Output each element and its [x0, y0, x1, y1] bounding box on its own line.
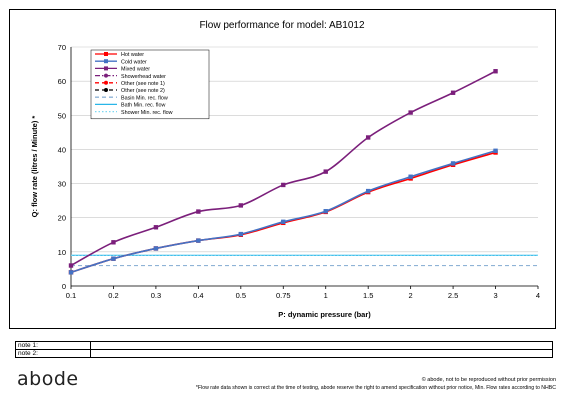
data-point-mixed-water — [68, 263, 74, 268]
x-tick-label: 0.1 — [66, 291, 76, 300]
legend-label: Other (see note 1) — [121, 81, 165, 87]
legend-marker — [104, 59, 108, 64]
y-tick-label: 30 — [58, 180, 66, 189]
data-point-mixed-water — [365, 135, 371, 140]
note-2-value — [90, 349, 553, 358]
notes-row: note 2: — [15, 349, 553, 358]
data-point-cold-water — [281, 219, 286, 225]
legend-marker — [104, 88, 108, 92]
x-tick-label: 0.3 — [151, 291, 161, 300]
y-tick-label: 20 — [58, 214, 66, 223]
legend-label: Cold water — [121, 59, 147, 65]
x-tick-label: 2 — [409, 291, 413, 300]
series-line-cold-water — [70, 150, 496, 274]
x-tick-label: 1 — [324, 291, 328, 300]
y-tick-label: 40 — [58, 145, 66, 154]
legend-label: Basin Min. rec. flow — [121, 95, 168, 101]
legend-label: Other (see note 2) — [121, 88, 165, 94]
data-point-cold-water — [323, 209, 328, 214]
flow-chart: Flow performance for model: AB1012 0 10 20 3… — [30, 20, 540, 319]
legend-label: Showerhead water — [121, 74, 166, 80]
x-tick-label: 3 — [493, 291, 497, 300]
data-point-mixed-water — [153, 225, 159, 230]
y-tick-label: 60 — [58, 77, 66, 86]
y-tick-label: 10 — [58, 248, 66, 257]
y-tick-label: 70 — [58, 43, 66, 52]
x-tick-label: 1.5 — [363, 291, 373, 300]
x-tick-label: 0.75 — [276, 291, 291, 300]
legend-marker — [104, 73, 108, 78]
data-point-cold-water — [196, 238, 201, 243]
disclaimer-text: *Flow rate data shown is correct at the … — [195, 385, 556, 391]
abode-logo: abode — [17, 368, 79, 390]
legend-label: Mixed water — [121, 67, 150, 73]
data-point-mixed-water — [281, 182, 286, 188]
x-tick-label: 0.4 — [193, 291, 203, 300]
notes-table: note 1: note 2: — [15, 341, 553, 358]
data-point-mixed-water — [323, 169, 328, 174]
x-axis-label: P: dynamic pressure (bar) — [278, 310, 371, 319]
x-tick-label: 4 — [536, 291, 540, 300]
legend-label: Shower Min. rec. flow — [121, 110, 173, 116]
note-2-label: note 2: — [15, 349, 91, 358]
data-point-cold-water — [153, 246, 159, 251]
data-point-mixed-water — [111, 240, 116, 245]
x-tick-label: 2.5 — [448, 291, 458, 300]
legend-label: Bath Min. rec. flow — [121, 103, 165, 109]
data-point-cold-water — [238, 231, 244, 237]
data-point-cold-water — [493, 148, 498, 153]
data-point-mixed-water — [196, 209, 201, 214]
y-axis-label: Q: flow rate (litres / Minute) * — [30, 116, 39, 218]
note-1-value — [90, 341, 553, 350]
y-tick-label: 0 — [62, 282, 66, 291]
x-tick-label: 0.2 — [108, 291, 118, 300]
data-point-cold-water — [68, 270, 74, 275]
note-1-label: note 1: — [15, 341, 91, 350]
legend-marker — [104, 52, 108, 56]
data-point-cold-water — [111, 256, 116, 261]
data-point-cold-water — [450, 161, 456, 166]
data-point-mixed-water — [493, 69, 498, 74]
legend-marker — [104, 66, 108, 71]
chart-frame: Flow performance for model: AB1012 0 10 20 3… — [9, 9, 556, 329]
legend-label: Hot water — [121, 52, 144, 58]
data-point-cold-water — [408, 174, 413, 179]
copyright-text: © abode, not to be reproduced without pr… — [421, 377, 556, 383]
data-point-mixed-water — [450, 90, 456, 95]
y-tick-label: 50 — [58, 111, 66, 120]
data-point-cold-water — [365, 188, 371, 194]
chart-title: Flow performance for model: AB1012 — [199, 20, 365, 31]
notes-row: note 1: — [15, 341, 553, 350]
data-point-mixed-water — [238, 203, 244, 208]
data-point-mixed-water — [408, 110, 413, 115]
legend-marker — [104, 80, 108, 85]
x-tick-label: 0.5 — [236, 291, 246, 300]
